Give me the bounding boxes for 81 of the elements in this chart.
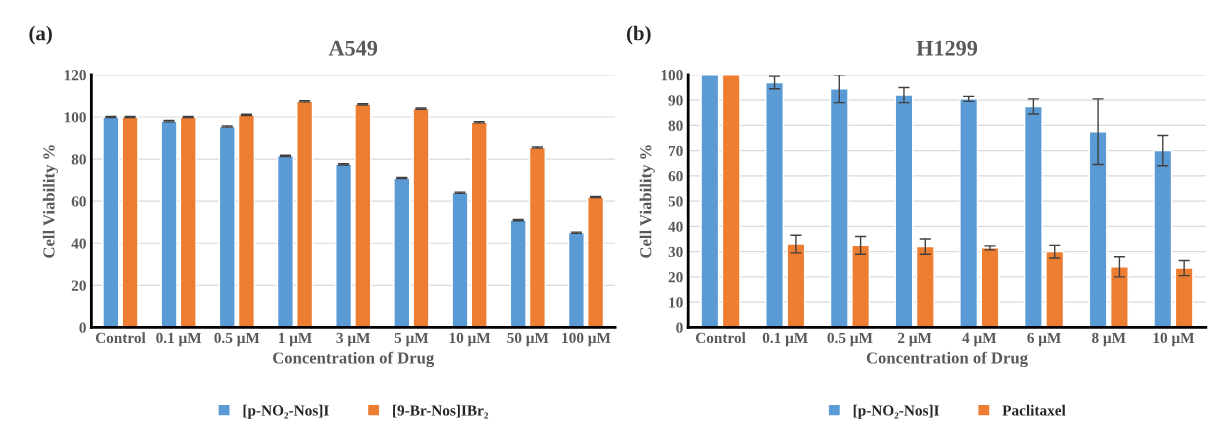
x-tick-label: 10 μM	[449, 332, 491, 347]
x-tick-label: Control	[95, 332, 146, 344]
bar	[509, 219, 527, 328]
bar	[354, 103, 372, 328]
legend-label: [p-NO₂-Nos]I	[243, 404, 329, 419]
y-tick-label: 70	[668, 145, 683, 157]
y-tick-label: 60	[668, 171, 683, 182]
bar	[276, 155, 294, 328]
bar	[851, 244, 871, 328]
bar	[335, 163, 353, 328]
x-tick-label: Control	[695, 332, 746, 344]
x-tick-label: 5 μM	[394, 332, 429, 347]
y-tick-label: 80	[668, 120, 683, 131]
x-tick-label: 1 μM	[278, 332, 312, 347]
bar	[528, 146, 546, 328]
y-axis-title: Cell Viability %	[639, 145, 655, 258]
bar	[829, 88, 849, 328]
bar	[959, 98, 979, 328]
y-tick-label: 20	[668, 272, 683, 283]
bar	[700, 74, 720, 328]
y-tick-label: 100	[661, 70, 683, 81]
bar	[160, 120, 178, 328]
chart-title: A549	[328, 40, 378, 56]
y-tick-label: 90	[668, 95, 683, 106]
bar	[786, 243, 806, 328]
y-tick-label: 0	[79, 322, 86, 333]
x-tick-label: 0.1 μM	[156, 332, 202, 347]
x-tick-label: 8 μM	[1092, 332, 1126, 347]
bar	[567, 232, 585, 328]
x-tick-label: 0.1 μM	[762, 332, 808, 347]
x-tick-label: 6 μM	[1027, 332, 1061, 347]
y-tick-label: 40	[668, 221, 683, 232]
y-tick-label: 120	[64, 70, 86, 81]
x-axis-title: Concentration of Drug	[866, 351, 1028, 368]
y-tick-label: 10	[669, 297, 683, 308]
x-tick-label: 2 μM	[898, 332, 932, 347]
bar	[412, 107, 430, 328]
bar	[1023, 105, 1043, 328]
x-tick-label: 50 μM	[507, 332, 549, 347]
bar	[980, 247, 1000, 328]
bar	[179, 116, 197, 328]
legend-label: Paclitaxel	[1002, 404, 1066, 416]
bar	[1088, 131, 1108, 328]
bar	[765, 81, 784, 328]
bar	[296, 100, 314, 328]
y-axis-title: Cell Viability %	[42, 145, 59, 258]
bar	[451, 192, 469, 328]
y-tick-label: 20	[71, 280, 86, 291]
bar	[587, 196, 605, 328]
chart-title: H1299	[916, 40, 978, 56]
x-tick-label: 3 μM	[336, 332, 371, 347]
x-tick-label: 0.5 μM	[214, 332, 260, 347]
legend-label: [9-Br-Nos]IBr₂	[393, 404, 489, 419]
bar	[218, 125, 236, 328]
text: (a)	[29, 25, 52, 45]
bar	[121, 116, 139, 328]
x-tick-label: 4 μM	[962, 332, 997, 347]
bar	[1045, 250, 1065, 328]
bar	[393, 177, 411, 328]
y-tick-label: 100	[64, 112, 86, 123]
y-tick-label: 30	[668, 246, 683, 258]
y-tick-label: 0	[676, 322, 683, 333]
bar	[721, 74, 741, 328]
y-tick-label: 40	[71, 238, 86, 249]
y-tick-label: 80	[71, 154, 86, 165]
y-tick-label: 50	[668, 196, 683, 207]
bar	[1174, 267, 1194, 328]
bar	[1110, 266, 1129, 328]
y-tick-label: 60	[71, 196, 86, 207]
bar	[102, 116, 120, 328]
bar	[237, 114, 255, 328]
bar	[894, 94, 914, 328]
x-tick-label: 100 μM	[562, 332, 611, 347]
x-axis-title: Concentration of Drug	[273, 351, 435, 368]
legend-label: [p-NO₂-Nos]I	[853, 404, 940, 419]
x-tick-label: 0.5 μM	[827, 332, 873, 347]
bar	[915, 245, 935, 328]
x-tick-label: 10 μM	[1153, 332, 1195, 347]
bar	[1153, 149, 1173, 328]
text: (b)	[626, 25, 651, 45]
bar	[470, 121, 488, 328]
